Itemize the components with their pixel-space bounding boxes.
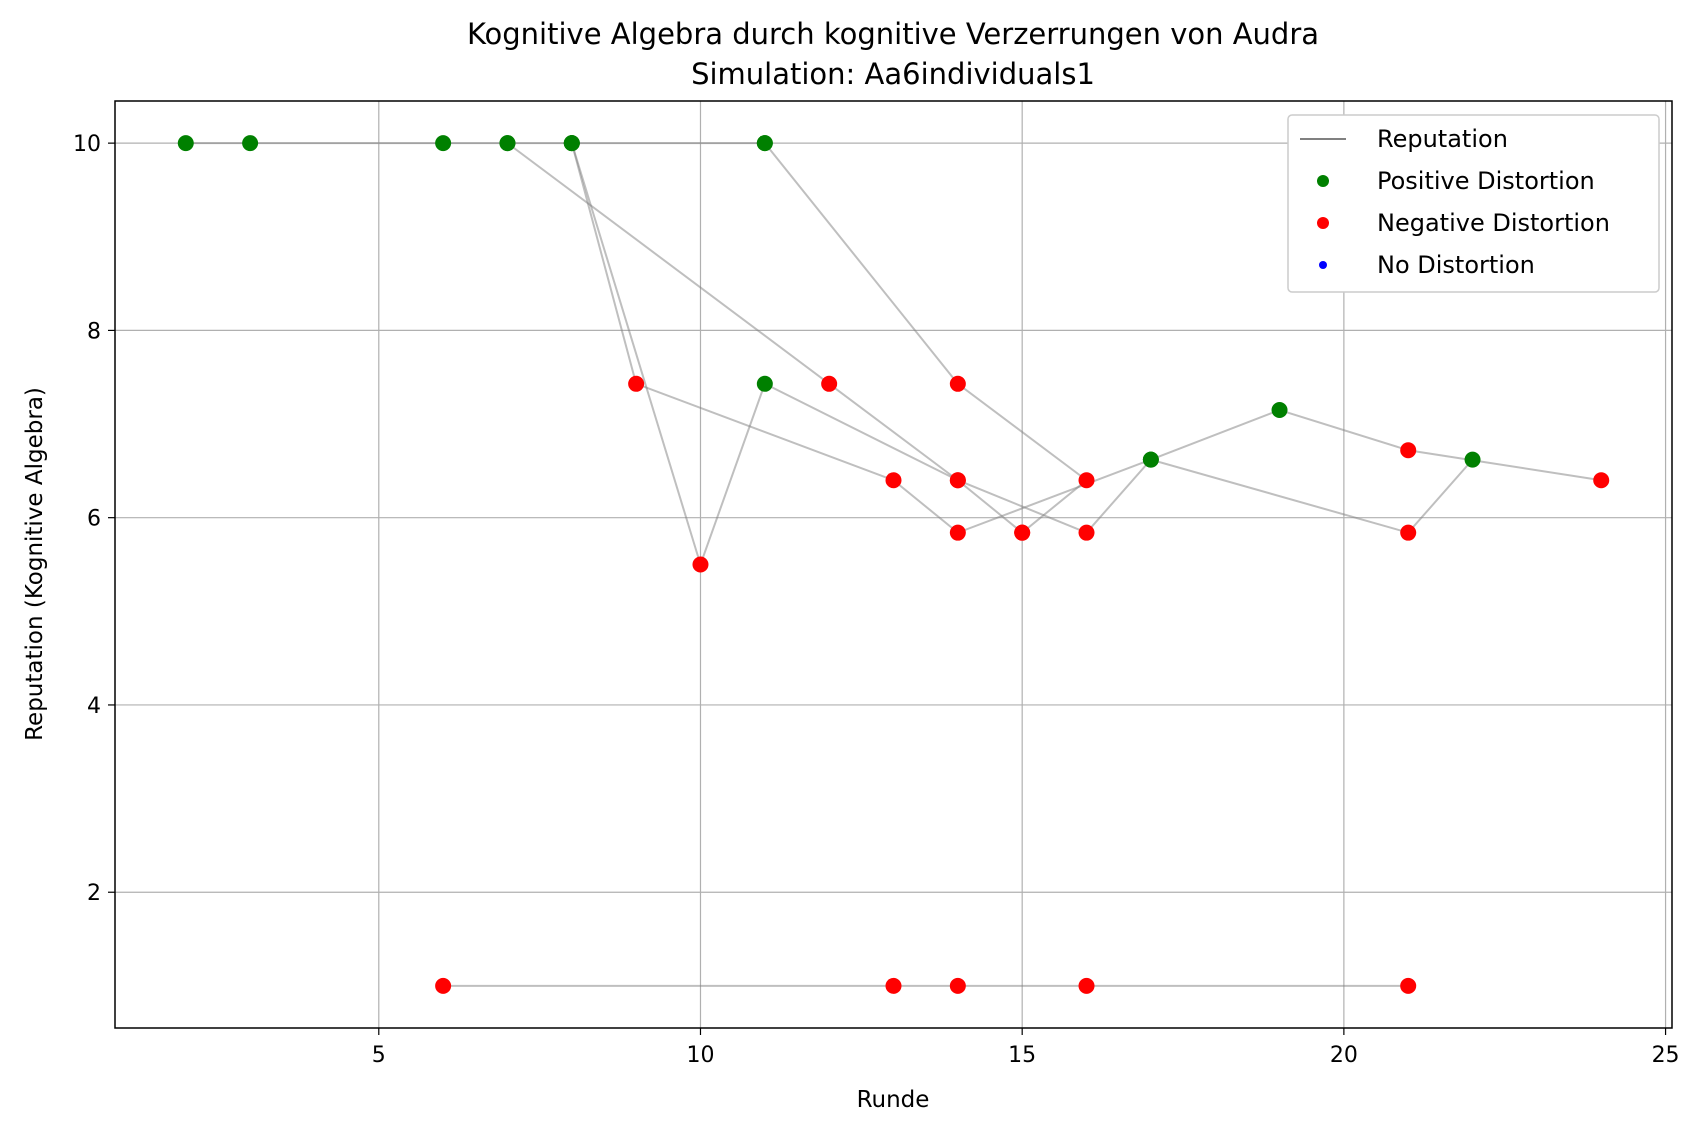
data-point-positive: [1271, 402, 1288, 418]
data-point-negative: [949, 977, 966, 994]
data-point-positive: [499, 135, 516, 152]
data-point-negative: [1593, 472, 1610, 489]
x-tick-label: 25: [1652, 1043, 1680, 1068]
data-point-negative: [1400, 442, 1417, 459]
data-point-positive: [563, 135, 580, 152]
y-tick-label: 2: [87, 881, 101, 906]
data-point-negative: [949, 524, 966, 541]
legend-marker-negative: [1317, 217, 1329, 229]
reputation-line-4: [570, 142, 1474, 568]
data-point-negative: [821, 375, 838, 392]
axis-ticks: 5 10 15 20 25 2 4 6 8 10: [73, 132, 1680, 1068]
data-point-negative: [1078, 524, 1095, 541]
data-point-negative: [1078, 472, 1095, 489]
y-tick-label: 6: [87, 507, 101, 532]
series-lines: [185, 142, 1602, 987]
x-axis-label: Runde: [857, 1087, 930, 1113]
data-point-positive: [1464, 451, 1481, 468]
reputation-line-5: [764, 142, 1089, 534]
data-point-negative: [1014, 524, 1031, 541]
data-point-positive: [242, 135, 259, 152]
data-point-negative: [628, 375, 645, 392]
legend-label-reputation: Reputation: [1377, 125, 1508, 153]
data-point-positive: [756, 135, 773, 152]
x-tick-label: 15: [1008, 1043, 1036, 1068]
y-tick-label: 10: [73, 132, 101, 157]
data-point-positive: [1142, 451, 1159, 468]
reputation-line-3: [570, 142, 1602, 534]
data-point-negative: [949, 375, 966, 392]
data-point-negative: [1400, 977, 1417, 994]
data-point-negative: [885, 472, 902, 489]
data-point-negative: [692, 556, 709, 573]
legend-label-positive: Positive Distortion: [1377, 167, 1595, 195]
series-points: [177, 135, 1610, 994]
legend-label-none: No Distortion: [1377, 251, 1535, 279]
chart-title: Kognitive Algebra durch kognitive Verzer…: [467, 17, 1319, 51]
legend-label-negative: Negative Distortion: [1377, 209, 1610, 237]
data-point-negative: [1078, 977, 1095, 994]
legend-marker-positive: [1317, 175, 1329, 187]
y-axis-label: Reputation (Kognitive Algebra): [22, 387, 48, 741]
data-point-negative: [1400, 524, 1417, 541]
chart-subtitle: Simulation: Aa6individuals1: [691, 57, 1095, 91]
legend: Reputation Positive Distortion Negative …: [1287, 114, 1660, 293]
legend-marker-none: [1319, 261, 1327, 269]
data-point-positive: [756, 375, 773, 392]
data-point-negative: [949, 472, 966, 489]
plot-frame: [114, 100, 1673, 1029]
data-point-negative: [885, 977, 902, 994]
y-tick-label: 8: [87, 319, 101, 344]
y-tick-label: 4: [87, 694, 101, 719]
reputation-line-2: [506, 142, 1023, 534]
data-point-positive: [435, 135, 452, 152]
x-tick-label: 5: [372, 1043, 386, 1068]
data-point-negative: [435, 977, 452, 994]
x-tick-label: 20: [1330, 1043, 1358, 1068]
legend-box: [1287, 114, 1660, 293]
data-point-positive: [177, 135, 194, 152]
x-tick-label: 10: [686, 1043, 714, 1068]
